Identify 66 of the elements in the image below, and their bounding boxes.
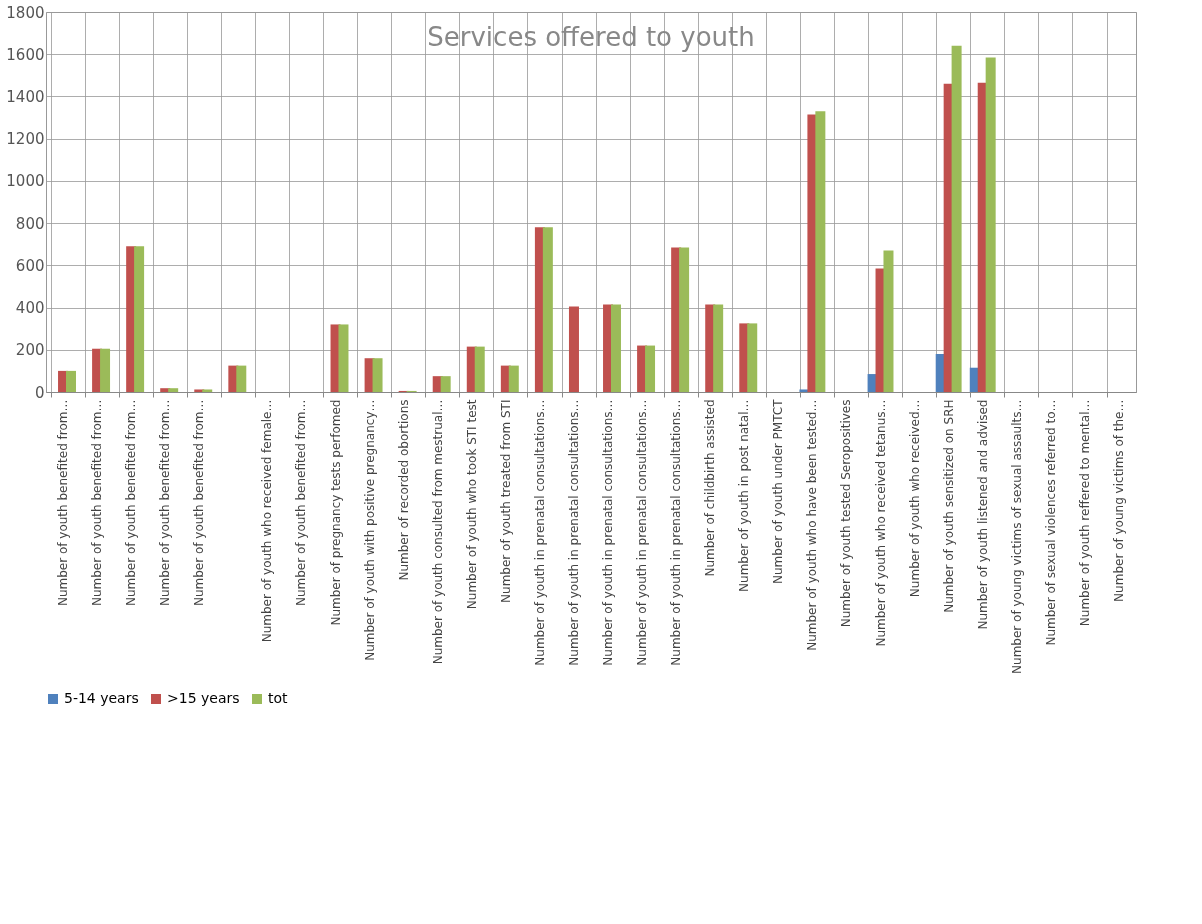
y-tick-label: 1600	[6, 45, 45, 64]
x-tick-label: Number of youth who took STI test	[464, 399, 479, 610]
x-tick-label: Number of youth consulted from mestrual…	[430, 399, 445, 665]
x-tick-label: Number of young victims of the…	[1111, 399, 1126, 602]
x-tick-label: Number of youth in prenatal consultations…	[635, 399, 650, 666]
bar	[440, 376, 451, 392]
bar	[610, 304, 621, 392]
x-tick-label: Number of recorded obortions	[396, 399, 411, 581]
x-tick-label: Number of youth in prenatal consultations…	[601, 399, 616, 666]
bar	[508, 365, 519, 392]
x-tick-label: Number of youth with positive pregnancy…	[362, 399, 377, 661]
y-tick-label: 800	[15, 214, 45, 233]
x-tick-label: Number of youth benefited from…	[192, 399, 207, 607]
bar	[202, 389, 213, 392]
y-tick-label: 1000	[6, 172, 45, 191]
bar	[542, 227, 553, 392]
x-tick-label: Number of young victims of sexual assaults…	[1009, 399, 1024, 674]
x-tick-label: Number of youth benefited from…	[90, 399, 105, 607]
bar	[65, 370, 76, 392]
y-tick-label: 1400	[6, 87, 45, 106]
bar	[645, 345, 656, 392]
x-tick-label: Number of youth benefited from…	[158, 399, 173, 607]
x-tick-label: Number of youth who received tetanus…	[873, 399, 888, 647]
x-tick-label: Number of pregnancy tests perfomed	[328, 399, 343, 626]
x-tick-label: Number of youth listened and advised	[975, 399, 990, 630]
y-tick-label: 1800	[6, 3, 45, 22]
bar	[815, 111, 826, 392]
bar	[474, 346, 485, 392]
x-tick-label: Number of youth who received…	[907, 399, 922, 598]
bar	[134, 246, 145, 392]
bar	[338, 324, 349, 392]
legend-label: >15 years	[167, 690, 240, 706]
x-tick-label: Number of youth benefited from…	[56, 399, 71, 607]
legend-label: tot	[268, 690, 289, 706]
x-tick-label: Number of youth reffered to mental…	[1077, 399, 1092, 627]
bar	[568, 306, 579, 392]
y-tick-label: 0	[34, 383, 45, 402]
y-tick-label: 200	[15, 341, 45, 360]
bar	[236, 365, 247, 392]
x-tick-label: Number of sexual violences referred to…	[1043, 399, 1058, 646]
bar	[985, 57, 996, 392]
bar	[713, 304, 724, 392]
x-tick-label: Number of youth treated from STI	[498, 399, 513, 603]
bar	[168, 388, 179, 392]
x-tick-label: Number of youth in prenatal consultations…	[532, 399, 547, 666]
bar	[679, 247, 690, 392]
x-tick-label: Number of childbirth assisted	[703, 399, 718, 577]
bar	[100, 348, 111, 392]
x-tick-label: Number of youth tested Seropositives	[839, 399, 854, 628]
y-tick-label: 600	[15, 256, 45, 275]
bar	[951, 45, 962, 392]
bar	[747, 323, 758, 392]
x-tick-label: Number of youth in prenatal consultations…	[566, 399, 581, 666]
x-tick-label: Number of youth benefited from…	[294, 399, 309, 607]
y-tick-label: 400	[15, 299, 45, 318]
x-tick-label: Number of youth under PMTCT	[771, 398, 786, 584]
x-tick-label: Number of youth sensitized on SRH	[941, 399, 956, 613]
x-tick-label: Number of youth who received female…	[260, 399, 275, 643]
bar	[372, 358, 383, 392]
bar	[883, 250, 894, 392]
x-tick-label: Number of youth in prenatal consultations…	[669, 399, 684, 666]
legend-label: 5-14 years	[64, 690, 139, 706]
x-tick-label: Number of youth in post natal…	[737, 399, 752, 592]
x-tick-label: Number of youth who have been tested…	[805, 399, 820, 651]
y-tick-label: 1200	[6, 130, 45, 149]
x-tick-label: Number of youth benefited from…	[124, 399, 139, 607]
